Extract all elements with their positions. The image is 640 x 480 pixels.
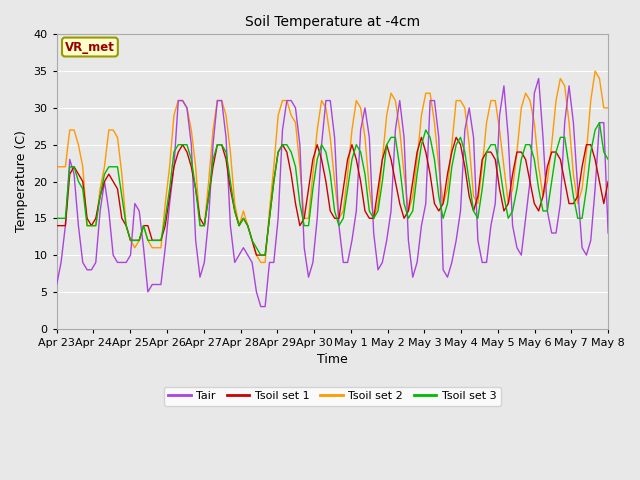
Title: Soil Temperature at -4cm: Soil Temperature at -4cm: [245, 15, 420, 29]
Y-axis label: Temperature (C): Temperature (C): [15, 131, 28, 232]
X-axis label: Time: Time: [317, 353, 348, 366]
Legend: Tair, Tsoil set 1, Tsoil set 2, Tsoil set 3: Tair, Tsoil set 1, Tsoil set 2, Tsoil se…: [164, 386, 501, 406]
Text: VR_met: VR_met: [65, 40, 115, 54]
